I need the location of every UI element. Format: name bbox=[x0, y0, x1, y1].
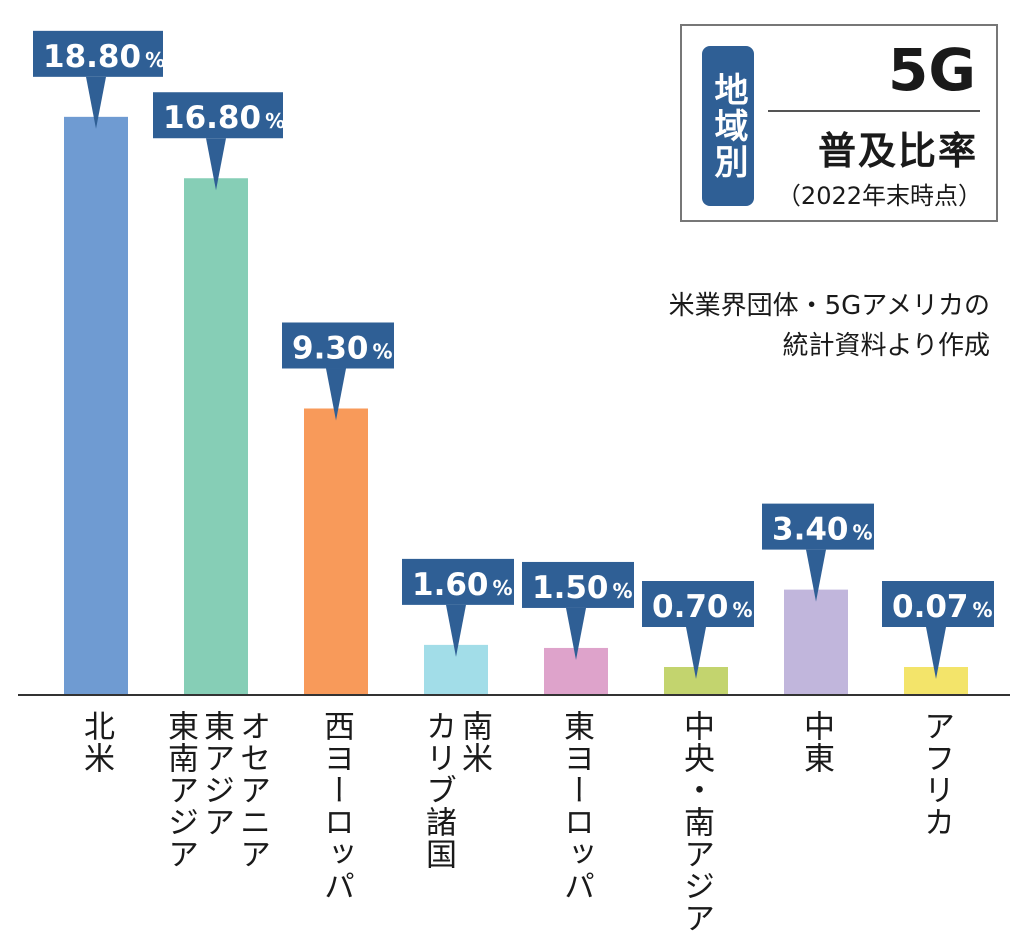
category-label: アフリカ bbox=[918, 710, 954, 838]
value-label-pointer bbox=[566, 607, 586, 660]
value-label: 18.80% bbox=[43, 39, 165, 75]
legend-box: 地域別 5G 普及比率 （2022年末時点） bbox=[680, 24, 998, 222]
value-label-pointer bbox=[206, 138, 226, 191]
bar bbox=[64, 116, 128, 695]
chart-date-note: （2022年末時点） bbox=[776, 182, 982, 210]
value-label: 3.40% bbox=[772, 512, 873, 548]
source-note: 米業界団体・5Gアメリカの 統計資料より作成 bbox=[669, 286, 990, 366]
value-label: 0.70% bbox=[652, 589, 753, 625]
bar bbox=[184, 178, 248, 695]
bar bbox=[784, 589, 848, 694]
category-label: 中央・南アジア bbox=[678, 710, 714, 934]
value-label-pointer bbox=[86, 76, 106, 129]
bar bbox=[304, 408, 368, 694]
value-label: 1.60% bbox=[412, 567, 513, 603]
source-line-2: 統計資料より作成 bbox=[782, 331, 990, 361]
value-label-pointer bbox=[926, 627, 946, 679]
value-label-box bbox=[153, 92, 283, 139]
category-label: 北米 bbox=[78, 710, 114, 774]
value-label-box bbox=[762, 503, 874, 550]
category-label: 西ヨーロッパ bbox=[318, 710, 354, 902]
value-label-box bbox=[522, 561, 634, 608]
tech-label: 5G bbox=[888, 36, 976, 104]
value-label-pointer bbox=[326, 368, 346, 421]
value-label: 16.80% bbox=[163, 100, 285, 136]
value-label: 9.30% bbox=[292, 330, 393, 366]
value-label: 1.50% bbox=[532, 570, 633, 606]
value-label-box bbox=[642, 581, 754, 627]
value-label-box bbox=[282, 322, 394, 369]
chart-title: 普及比率 bbox=[817, 129, 978, 173]
value-label-pointer bbox=[446, 604, 466, 657]
category-label: 南米 カリブ諸国 bbox=[420, 710, 492, 870]
value-label-box bbox=[402, 558, 514, 605]
value-label-box bbox=[882, 581, 994, 627]
category-label: 東ヨーロッパ bbox=[558, 710, 594, 902]
value-label-box bbox=[33, 30, 163, 77]
value-label-pointer bbox=[806, 549, 826, 602]
category-label: オセアニア 東アジア 東南アジア bbox=[162, 710, 270, 870]
category-label: 中東 bbox=[798, 710, 834, 774]
value-label-pointer bbox=[686, 627, 706, 679]
region-badge: 地域別 bbox=[702, 46, 754, 206]
source-line-1: 米業界団体・5Gアメリカの bbox=[668, 291, 990, 321]
legend-divider bbox=[768, 110, 980, 112]
value-label: 0.07% bbox=[892, 589, 993, 625]
